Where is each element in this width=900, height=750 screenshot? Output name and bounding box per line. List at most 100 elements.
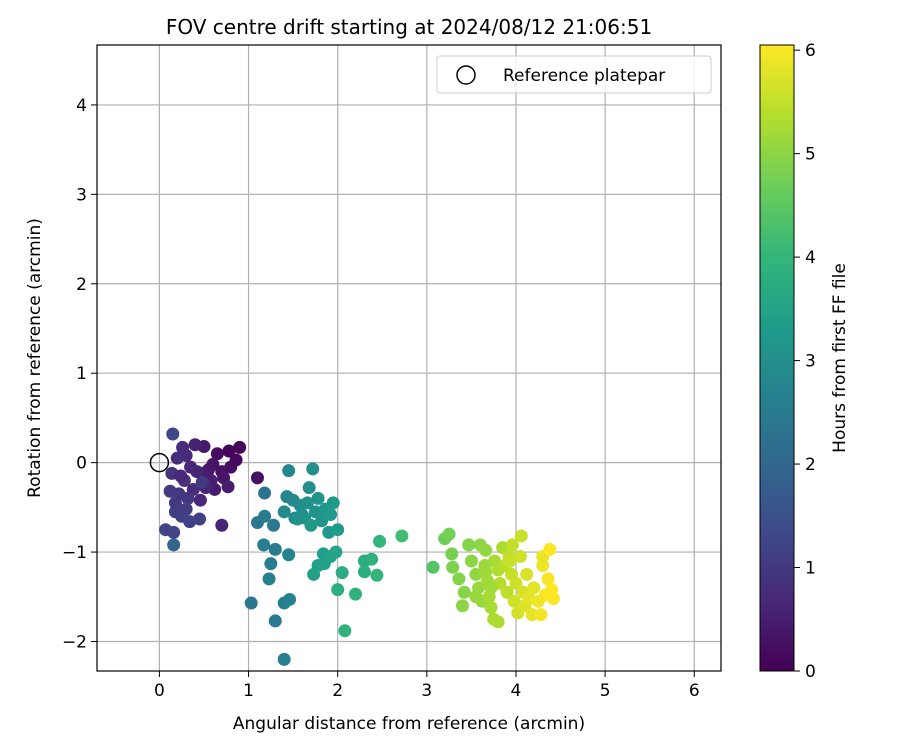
colorbar xyxy=(759,44,795,672)
scatter-point xyxy=(264,557,278,571)
colorbar-ticks: 0 1 2 3 4 5 6 xyxy=(794,41,816,682)
scatter-point xyxy=(442,527,456,541)
colorbar-tick-label: 3 xyxy=(805,352,816,372)
scatter-point xyxy=(546,592,560,606)
scatter-point xyxy=(258,509,272,523)
scatter-points xyxy=(159,427,560,666)
legend-marker xyxy=(456,65,476,85)
scatter-point xyxy=(331,523,345,537)
plot-frame xyxy=(96,44,722,672)
scatter-point xyxy=(221,480,235,494)
scatter-point xyxy=(514,529,528,543)
scatter-point xyxy=(282,464,296,478)
scatter-point xyxy=(210,447,224,461)
plot-background xyxy=(97,45,721,671)
y-tick-label: −1 xyxy=(62,543,87,563)
scatter-point xyxy=(311,491,325,505)
scatter-point xyxy=(469,590,483,604)
scatter-point xyxy=(167,525,181,539)
scatter-point xyxy=(478,558,492,572)
scatter-point xyxy=(527,581,541,595)
scatter-point xyxy=(233,440,247,454)
scatter-point xyxy=(283,592,297,606)
x-axis-ticks: 0 1 2 3 4 5 6 xyxy=(154,671,700,701)
scatter-point xyxy=(534,608,548,622)
colorbar-title: Hours from first FF file xyxy=(830,263,850,453)
scatter-point xyxy=(462,538,476,552)
scatter-point xyxy=(507,594,521,608)
scatter-point xyxy=(370,568,384,582)
scatter-point xyxy=(302,481,316,495)
grid xyxy=(97,45,721,671)
y-tick-label: 2 xyxy=(76,275,87,295)
scatter-point xyxy=(300,496,314,510)
x-tick-label: 5 xyxy=(600,681,611,701)
legend-box xyxy=(436,55,712,94)
x-axis-title: Angular distance from reference (arcmin) xyxy=(233,714,585,734)
scatter-point xyxy=(357,565,371,579)
chart-title: FOV centre drift starting at 2024/08/12 … xyxy=(166,15,652,39)
scatter-point xyxy=(455,599,469,613)
scatter-point xyxy=(484,581,498,595)
scatter-point xyxy=(500,585,514,599)
colorbar-tick-label: 1 xyxy=(805,559,816,579)
y-tick-label: 3 xyxy=(76,185,87,205)
scatter-point xyxy=(167,538,181,552)
scatter-point xyxy=(307,567,321,581)
scatter-point xyxy=(250,471,264,485)
scatter-point xyxy=(176,440,190,454)
colorbar-tick-label: 0 xyxy=(805,662,816,682)
scatter-point xyxy=(329,545,343,559)
scatter-point xyxy=(373,534,387,548)
scatter-point xyxy=(525,608,539,622)
x-tick-label: 0 xyxy=(154,681,165,701)
y-tick-label: 1 xyxy=(76,364,87,384)
scatter-point xyxy=(195,475,209,489)
scatter-point xyxy=(469,567,483,581)
colorbar-tick-label: 6 xyxy=(805,41,816,61)
scatter-point xyxy=(338,624,352,638)
scatter-point xyxy=(491,615,505,629)
y-axis-ticks: −2 −1 0 1 2 3 4 xyxy=(62,96,97,652)
colorbar-tick-label: 4 xyxy=(805,248,816,268)
scatter-point xyxy=(464,554,478,568)
scatter-point xyxy=(509,576,523,590)
scatter-point xyxy=(452,572,466,586)
scatter-point xyxy=(188,438,202,452)
reference-platepar-marker xyxy=(149,452,170,473)
x-tick-label: 4 xyxy=(511,681,522,701)
scatter-point xyxy=(349,587,363,601)
scatter-point xyxy=(445,547,459,561)
scatter-point xyxy=(168,496,182,510)
scatter-point xyxy=(215,518,229,532)
y-axis-title: Rotation from reference (arcmin) xyxy=(25,218,45,498)
colorbar-tick-label: 2 xyxy=(805,455,816,475)
scatter-point xyxy=(277,505,291,519)
y-tick-label: −2 xyxy=(62,632,87,652)
scatter-point xyxy=(335,566,349,580)
scatter-point xyxy=(257,538,271,552)
scatter-point xyxy=(503,554,517,568)
scatter-point xyxy=(446,560,460,574)
scatter-point xyxy=(163,484,177,498)
scatter-point xyxy=(170,451,184,465)
colorbar-tick-label: 5 xyxy=(805,145,816,165)
scatter-point xyxy=(484,601,498,615)
scatter-point xyxy=(166,427,180,441)
x-tick-label: 6 xyxy=(689,681,700,701)
scatter-point xyxy=(222,444,236,458)
y-tick-label: 4 xyxy=(76,96,87,116)
scatter-point xyxy=(365,552,379,566)
scatter-point xyxy=(282,548,296,562)
scatter-point xyxy=(268,542,282,556)
x-tick-label: 1 xyxy=(243,681,254,701)
scatter-point xyxy=(258,486,272,500)
scatter-point xyxy=(277,652,291,666)
scatter-point xyxy=(541,572,555,586)
scatter-point xyxy=(193,512,207,526)
scatter-point xyxy=(426,560,440,574)
scatter-point xyxy=(520,567,534,581)
scatter-point xyxy=(244,596,258,610)
legend-label: Reference platepar xyxy=(503,66,665,86)
